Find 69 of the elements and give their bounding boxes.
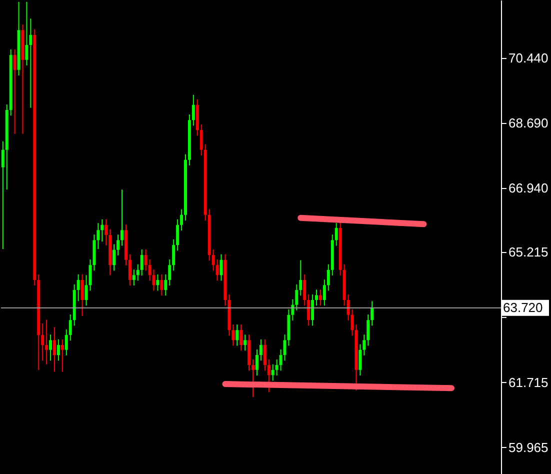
candlestick (68, 314, 72, 342)
candlestick (76, 274, 80, 302)
candlestick (236, 324, 239, 346)
candlestick (358, 344, 362, 376)
candlestick (295, 284, 298, 311)
candlestick (362, 334, 366, 356)
candlestick (49, 334, 52, 362)
candlestick (168, 258, 172, 286)
candlestick (112, 244, 116, 272)
candlestick (180, 208, 184, 231)
candlestick (53, 326, 56, 372)
candlestick (176, 218, 180, 252)
candlestick (366, 314, 370, 346)
candlestick (271, 364, 274, 382)
candlestick (326, 264, 330, 292)
candlestick (60, 338, 64, 372)
y-tick-label: 59.965 (508, 440, 548, 455)
candlestick (291, 298, 294, 321)
candlestick (136, 264, 140, 282)
candlestick (275, 358, 278, 376)
candlestick (200, 124, 203, 156)
candlestick (212, 248, 215, 272)
candlestick (318, 289, 322, 306)
candlestick (311, 294, 314, 326)
ref-line-label: 63.720 (503, 300, 543, 315)
candlestick (160, 274, 164, 296)
candlestick (164, 274, 168, 296)
y-tick-label: 61.715 (508, 374, 548, 390)
candlestick (140, 248, 144, 276)
candlestick (263, 338, 266, 372)
candlestick (104, 218, 108, 246)
candlestick (192, 94, 195, 126)
candlestick (116, 234, 120, 256)
candlestick (240, 324, 243, 352)
candlestick (303, 274, 306, 306)
y-tick-label: 65.215 (508, 244, 548, 260)
candlestick (322, 279, 326, 306)
y-tick-label: 66.940 (508, 180, 548, 196)
candlestick (315, 289, 318, 306)
candlestick (29, 18, 32, 108)
candlestick (156, 274, 160, 292)
candlestick (370, 300, 374, 326)
candlestick (96, 222, 100, 250)
candlestick (41, 322, 44, 362)
candlestick (25, 1, 28, 66)
candlestick (13, 48, 16, 134)
candlestick (251, 358, 254, 398)
candlestick (100, 218, 104, 242)
candlestick (334, 222, 338, 246)
candlestick (120, 189, 124, 246)
candlestick (132, 269, 136, 286)
candlestick (267, 358, 270, 393)
candlestick (1, 140, 4, 250)
candlestick (259, 338, 262, 362)
candlestick (45, 319, 48, 365)
candlestick (64, 328, 68, 356)
candlestick (128, 254, 132, 286)
y-tick-label: 70.440 (508, 50, 548, 66)
candlestick (144, 248, 148, 272)
candlestick (80, 274, 84, 316)
candlestick (220, 254, 223, 282)
y-tick-label: 68.690 (508, 116, 548, 131)
candlestick (255, 348, 258, 376)
candlestick (172, 238, 176, 272)
candlestick (56, 338, 60, 362)
candlestick (307, 294, 310, 326)
candlestick (244, 334, 247, 352)
candlestick (299, 260, 302, 296)
candlestick (232, 324, 235, 346)
